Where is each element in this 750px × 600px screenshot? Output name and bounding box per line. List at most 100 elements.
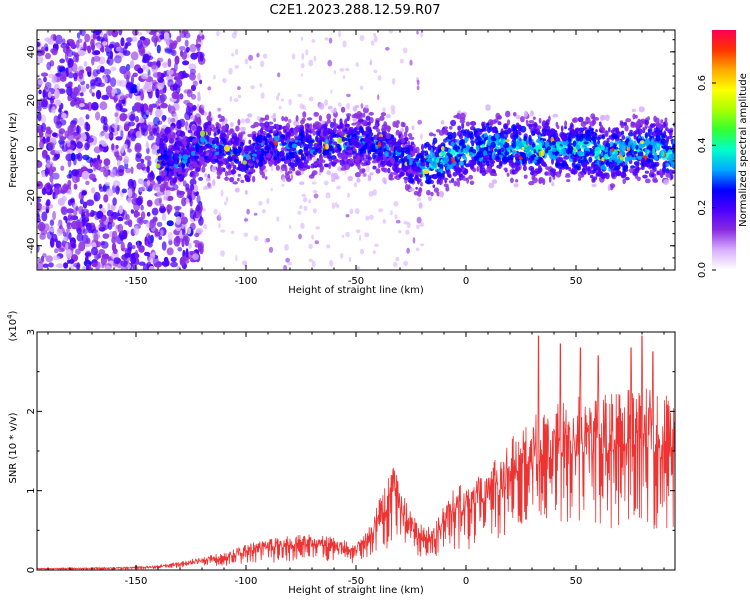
heatmap-noise-dot	[66, 208, 74, 214]
heatmap-sparse-dot	[270, 164, 274, 172]
heatmap-ridge-dot	[655, 130, 662, 136]
heatmap-noise-dot	[120, 265, 129, 270]
heatmap-ridge-dot	[258, 160, 264, 168]
heatmap-sparse-dot	[277, 72, 281, 78]
heatmap-ridge-dot	[436, 171, 442, 179]
heatmap-sparse-dot	[345, 231, 350, 237]
heatmap-ridge-dot	[332, 134, 336, 138]
heatmap-ridge-dot	[336, 133, 340, 138]
heatmap-ridge-dot	[328, 162, 332, 170]
heatmap-ridge-dot	[561, 134, 567, 142]
heatmap-ridge-dot	[436, 179, 440, 185]
heatmap-ridge-dot	[529, 159, 533, 164]
heatmap-ridge-dot	[175, 137, 179, 141]
x-tick-label: 0	[463, 276, 469, 287]
heatmap-sparse-dot	[331, 202, 336, 210]
heatmap-ridge-dot	[479, 169, 483, 174]
heatmap-noise-dot	[80, 30, 86, 37]
heatmap-ridge-dot	[233, 150, 238, 154]
heatmap-noise-dot	[145, 141, 149, 150]
heatmap-ridge-dot	[451, 177, 455, 183]
heatmap-ridge-dot	[531, 143, 536, 148]
heatmap-noise-dot	[67, 58, 74, 68]
heatmap-noise-dot	[155, 88, 160, 99]
heatmap-ridge-dot	[415, 146, 420, 154]
heatmap-ridge-dot	[354, 158, 360, 164]
spectrogram-heatmap	[37, 30, 675, 270]
heatmap-noise-dot	[98, 36, 105, 42]
heatmap-noise-dot	[58, 88, 66, 94]
heatmap-ridge-dot	[301, 162, 308, 168]
heatmap-noise-dot	[138, 216, 144, 226]
heatmap-noise-dot	[192, 104, 197, 111]
heatmap-noise-dot	[70, 120, 78, 126]
heatmap-sparse-dot	[360, 103, 364, 109]
heatmap-ridge-dot	[548, 133, 552, 138]
heatmap-ridge-dot	[644, 148, 648, 154]
heatmap-noise-dot	[167, 69, 174, 76]
heatmap-ridge-dot	[249, 143, 255, 150]
heatmap-noise-dot	[182, 229, 186, 236]
heatmap-ridge-dot	[523, 174, 528, 179]
heatmap-noise-dot	[85, 66, 92, 72]
heatmap-ridge-dot	[283, 147, 288, 151]
heatmap-ridge-dot	[500, 147, 505, 153]
heatmap-noise-dot	[103, 76, 108, 84]
heatmap-noise-dot	[93, 30, 102, 35]
heatmap-noise-dot	[126, 37, 133, 43]
heatmap-ridge-dot	[156, 149, 161, 154]
heatmap-ridge-dot	[368, 111, 375, 116]
heatmap-ridge-dot	[247, 133, 253, 138]
heatmap-ridge-dot	[179, 149, 186, 156]
heatmap-ridge-dot	[589, 153, 595, 157]
heatmap-noise-dot	[73, 262, 81, 268]
heatmap-ridge-dot	[630, 123, 636, 128]
heatmap-ridge-dot	[506, 119, 511, 126]
heatmap-ridge-dot	[608, 157, 612, 162]
heatmap-ridge-dot	[638, 155, 642, 160]
heatmap-ridge-dot	[355, 104, 359, 109]
heatmap-sparse-dot	[220, 229, 226, 233]
heatmap-sparse-dot	[329, 259, 334, 267]
heatmap-noise-dot	[96, 69, 101, 75]
heatmap-ridge-dot	[261, 124, 265, 129]
heatmap-ridge-dot	[332, 141, 338, 146]
heatmap-noise-dot	[113, 257, 121, 264]
heatmap-sparse-dot	[359, 235, 362, 241]
heatmap-ridge-dot	[172, 178, 177, 184]
heatmap-ridge-dot	[315, 122, 322, 130]
heatmap-noise-dot	[155, 108, 162, 118]
heatmap-ridge-dot	[358, 126, 364, 134]
heatmap-ridge-dot	[497, 121, 502, 126]
heatmap-ridge-dot	[526, 146, 531, 151]
heatmap-ridge-dot	[513, 134, 519, 138]
heatmap-ridge-dot	[415, 154, 420, 161]
heatmap-ridge-dot	[645, 139, 651, 145]
heatmap-ridge-dot	[514, 153, 520, 160]
heatmap-noise-dot	[136, 82, 141, 92]
heatmap-noise-dot	[152, 217, 158, 222]
heatmap-noise-dot	[115, 46, 121, 52]
heatmap-ridge-dot	[489, 155, 492, 161]
heatmap-noise-dot	[160, 229, 164, 236]
heatmap-ridge-dot	[633, 140, 637, 146]
heatmap-noise-dot	[78, 116, 84, 126]
heatmap-ridge-dot	[661, 133, 664, 138]
heatmap-ridge-dot	[346, 134, 351, 138]
heatmap-noise-dot	[65, 228, 71, 233]
heatmap-ridge-dot	[454, 156, 458, 161]
heatmap-ridge-dot	[273, 135, 280, 142]
x-tick-label: -50	[348, 276, 364, 287]
heatmap-noise-dot	[93, 232, 99, 243]
heatmap-noise-dot	[93, 146, 102, 154]
heatmap-ridge-dot	[260, 117, 267, 121]
heatmap-noise-dot	[127, 121, 136, 127]
heatmap-ridge-dot	[273, 112, 276, 119]
heatmap-noise-dot	[121, 188, 128, 194]
heatmap-noise-dot	[115, 103, 124, 111]
heatmap-ridge-dot	[528, 124, 533, 130]
heatmap-noise-dot	[151, 83, 156, 92]
heatmap-ridge-dot	[601, 114, 606, 121]
heatmap-noise-dot	[111, 236, 117, 244]
heatmap-noise-dot	[117, 223, 124, 233]
